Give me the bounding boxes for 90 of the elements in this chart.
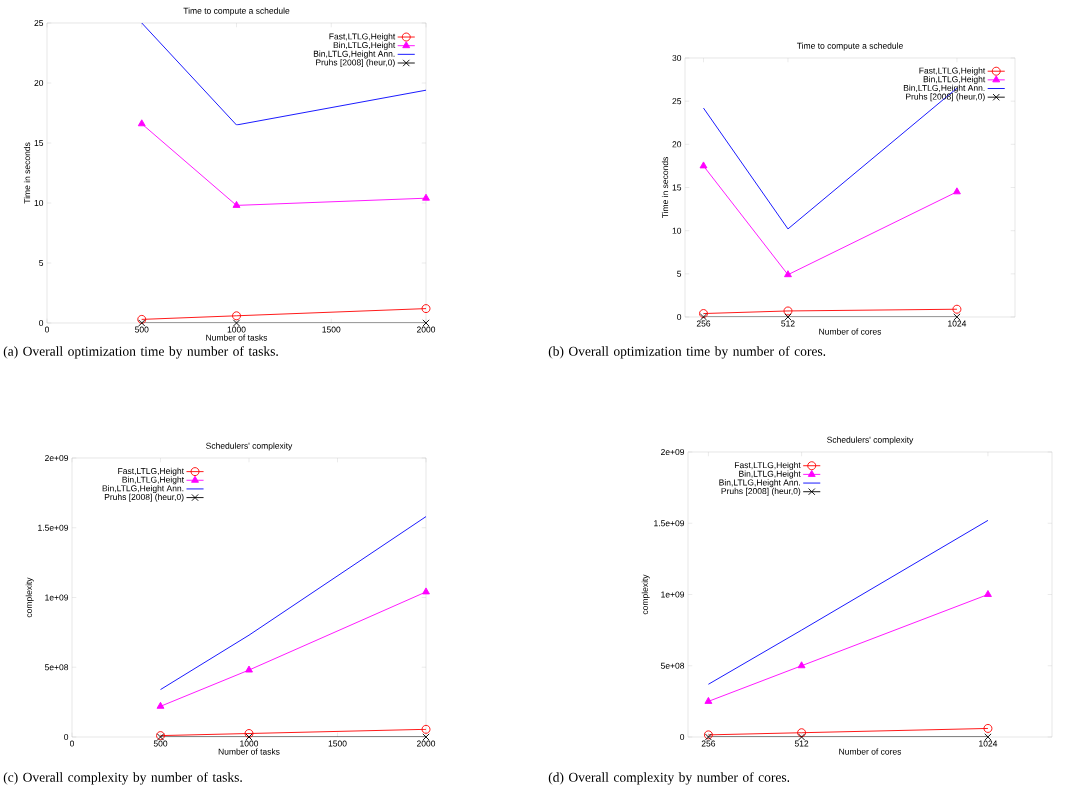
legend-label: Fast,LTLG,Height: [329, 33, 396, 42]
y-tick-label: 5: [677, 270, 682, 277]
y-tick-label: 15: [34, 140, 44, 146]
y-tick-label: 1.5e+09: [38, 524, 69, 531]
point: [137, 314, 147, 324]
y-tick-label: 2e+09: [45, 455, 69, 461]
x-tick-label: 1500: [328, 740, 347, 747]
point: [699, 309, 708, 318]
point: [953, 187, 961, 195]
x-tick-label: 256: [696, 320, 711, 327]
y-tick-label: 1e+09: [661, 591, 685, 598]
point: [232, 200, 241, 208]
y-tick-label: 1.5e+09: [654, 520, 685, 527]
x-tick-label: 2000: [416, 740, 436, 747]
legend-label: Pruhs [2008] (heur,0): [721, 487, 801, 496]
point: [137, 119, 146, 127]
chart-title: Time to compute a schedule: [183, 7, 290, 16]
text: (d) Overall complexity by number of cores.: [548, 772, 790, 785]
y-tick-label: 10: [34, 199, 44, 206]
legend-label: Pruhs [2008] (heur,0): [316, 59, 395, 68]
legend-label: Bin,LTLG,Height Ann.: [903, 84, 985, 93]
point: [699, 161, 708, 169]
x-tick-label: 1000: [227, 326, 246, 333]
x-tick-label: 1024: [979, 740, 998, 747]
legend-label: Bin,LTLG,Height: [122, 476, 184, 485]
x-tick-label: 512: [794, 740, 809, 747]
point: [156, 701, 165, 709]
y-tick-label: 0: [64, 734, 69, 740]
y-axis-title: Time in seconds: [661, 157, 669, 219]
legend-label: Bin,LTLG,Height: [923, 76, 986, 84]
legend-label: Pruhs [2008] (heur,0): [104, 493, 184, 502]
y-axis-title: Time in seconds: [23, 142, 31, 204]
x-axis-title: Number of cores: [819, 328, 882, 335]
x-tick-label: 2000: [416, 326, 436, 333]
y-tick-label: 10: [672, 227, 682, 234]
x-tick-label: 512: [781, 320, 795, 327]
point: [784, 270, 792, 278]
chart-title: Schedulers' complexity: [206, 442, 293, 451]
x-tick-label: 1000: [240, 740, 259, 747]
x-tick-label: 500: [135, 326, 149, 333]
point: [984, 590, 992, 597]
point: [421, 724, 431, 734]
y-tick-label: 25: [34, 19, 44, 26]
legend-label: Bin,LTLG,Height: [333, 41, 396, 50]
point: [422, 587, 430, 595]
point: [983, 724, 993, 733]
point: [797, 728, 807, 738]
x-tick-label: 1024: [948, 320, 967, 327]
y-tick-label: 5e+08: [44, 664, 69, 671]
y-tick-label: 0: [680, 734, 685, 740]
point: [232, 311, 241, 321]
y-tick-label: 5e+08: [660, 662, 685, 669]
legend-label: Fast,LTLG,Height: [734, 461, 801, 470]
y-tick-label: 20: [34, 79, 44, 86]
x-axis-title: Number of cores: [839, 748, 902, 755]
point: [245, 665, 253, 673]
point: [422, 193, 430, 201]
y-tick-label: 15: [672, 184, 682, 191]
legend-label: Fast,LTLG,Height: [118, 467, 184, 476]
legend-label: Bin,LTLG,Height Ann.: [719, 479, 800, 488]
x-axis-title: Number of tasks: [206, 334, 268, 341]
y-tick-label: 30: [672, 54, 682, 61]
y-tick-label: 0: [677, 313, 682, 320]
y-tick-label: 5: [39, 260, 44, 266]
y-tick-label: 1e+09: [45, 594, 69, 601]
point: [783, 306, 793, 316]
point: [952, 304, 962, 314]
chart-title: Schedulers' complexity: [827, 436, 914, 445]
legend-label: Bin,LTLG,Height Ann.: [313, 50, 395, 59]
text: (a) Overall optimization time by number of tasks.: [3, 346, 278, 359]
x-axis-title: Number of tasks: [218, 748, 280, 755]
text: (c) Overall complexity by number of tasks.: [3, 772, 242, 785]
point: [704, 696, 713, 704]
legend-label: Bin,LTLG,Height: [739, 470, 801, 479]
y-tick-label: 2e+09: [661, 449, 685, 455]
y-axis-title: complexity: [25, 577, 34, 618]
x-tick-label: 500: [153, 740, 168, 747]
legend-label: Bin,LTLG,Height Ann.: [102, 485, 184, 494]
text: (b) Overall optimization time by number of cores.: [548, 346, 826, 359]
y-axis-title: complexity: [641, 574, 650, 615]
chart-title: Time to compute a schedule: [796, 42, 903, 51]
legend-label: Fast,LTLG,Height: [919, 67, 986, 76]
x-tick-label: 1500: [322, 326, 341, 333]
x-tick-label: 256: [701, 740, 716, 747]
x-tick-label: 0: [69, 740, 75, 747]
point: [797, 661, 806, 669]
y-tick-label: 25: [672, 98, 682, 105]
y-tick-label: 20: [672, 141, 682, 148]
point: [421, 304, 431, 314]
point: [244, 729, 254, 738]
